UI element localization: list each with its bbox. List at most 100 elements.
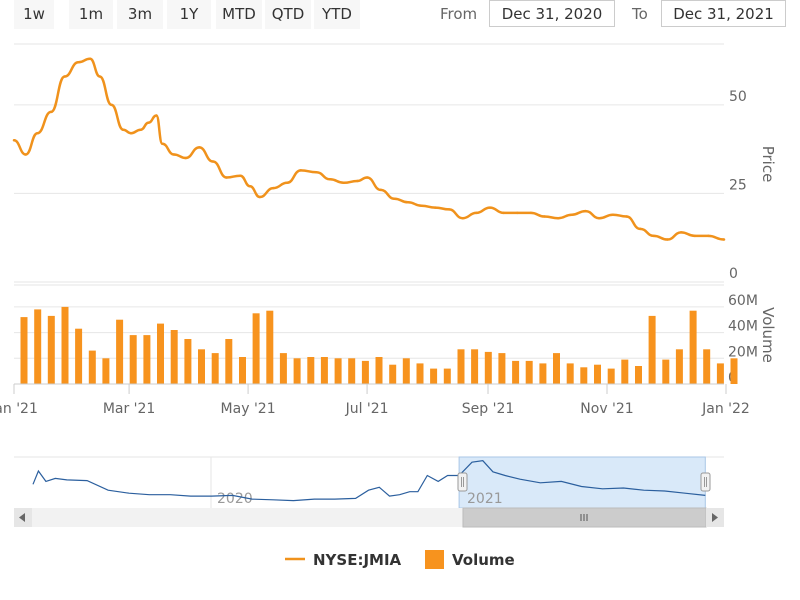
navigator[interactable]: 2020 2021: [14, 456, 724, 509]
volume-bar: [129, 335, 137, 384]
price-y-tick-label: 50: [729, 89, 747, 105]
navigator-right-handle[interactable]: [700, 472, 711, 492]
price-data-point: [420, 204, 423, 208]
volume-bar: [580, 367, 588, 384]
legend-item-volume[interactable]: Volume: [425, 550, 515, 569]
legend-item-price[interactable]: NYSE:JMIA: [285, 551, 402, 569]
price-data-point: [379, 188, 382, 192]
price-data-point: [315, 170, 318, 174]
price-data-point: [488, 206, 492, 209]
price-data-point: [299, 169, 303, 172]
navigator-right-handle-body[interactable]: [700, 472, 711, 492]
price-data-point: [570, 213, 574, 216]
price-data-point: [666, 238, 669, 241]
range-button-ytd[interactable]: YTD: [314, 0, 360, 29]
price-data-point: [129, 131, 133, 135]
price-data-point: [184, 156, 187, 160]
price-data-point: [63, 75, 66, 78]
volume-bar: [525, 360, 533, 384]
price-data-point: [172, 153, 176, 156]
from-label: From: [440, 5, 478, 23]
price-axis-title: Price: [759, 146, 777, 183]
x-tick-label: Jan '22: [701, 401, 750, 417]
volume-bar: [320, 357, 328, 384]
range-button-1m[interactable]: 1m: [69, 0, 113, 29]
volume-bar: [348, 358, 356, 384]
price-data-point: [516, 211, 519, 215]
volume-bar: [389, 364, 397, 384]
price-data-point: [356, 179, 359, 183]
price-data-point: [225, 176, 228, 179]
volume-bar: [471, 349, 479, 384]
range-button-3m[interactable]: 3m: [117, 0, 163, 29]
price-gridlines: [14, 43, 724, 283]
price-data-point: [49, 110, 53, 114]
price-data-point: [406, 201, 410, 204]
x-tick-label: Mar '21: [103, 401, 156, 417]
volume-y-tick-label: 60M: [728, 293, 758, 309]
navigator-label-2021: 2021: [467, 491, 503, 507]
volume-bar: [20, 317, 28, 384]
price-data-point: [98, 75, 102, 78]
volume-bar: [675, 349, 683, 384]
x-tick-label: Jan '21: [0, 401, 38, 417]
volume-bar: [607, 368, 615, 384]
volume-bar: [635, 366, 642, 384]
volume-bar: [198, 349, 205, 384]
volume-bar: [566, 363, 574, 384]
volume-bar: [443, 368, 451, 384]
price-data-point: [556, 216, 560, 220]
price-data-point: [393, 197, 396, 200]
from-date-input[interactable]: Dec 31, 2020: [489, 0, 615, 27]
price-data-point: [36, 131, 39, 135]
price-data-point: [679, 231, 683, 234]
scrollbar[interactable]: [14, 507, 724, 528]
volume-bar: [266, 310, 274, 384]
price-data-point: [211, 160, 215, 163]
price-y-tick-label: 25: [729, 177, 747, 193]
volume-bar: [34, 309, 42, 384]
price-data-point: [652, 234, 656, 238]
price-data-point: [139, 128, 143, 131]
price-data-point: [12, 139, 16, 142]
volume-bar: [88, 350, 96, 384]
volume-bar: [225, 339, 233, 384]
volume-bar: [553, 353, 560, 384]
volume-bar: [512, 360, 520, 384]
price-y-axis-ticks: 0 25 50: [729, 89, 747, 282]
range-button-qtd[interactable]: QTD: [265, 0, 311, 29]
volume-bar: [648, 315, 656, 384]
price-data-point: [693, 234, 697, 238]
volume-bar: [239, 357, 246, 384]
range-button-1y[interactable]: 1Y: [167, 0, 211, 29]
price-data-point: [272, 186, 275, 190]
volume-bar: [498, 353, 506, 384]
to-label: To: [632, 5, 648, 23]
price-data-point: [584, 209, 587, 213]
price-data-point: [475, 211, 478, 215]
price-data-point: [611, 213, 615, 216]
volume-bar: [116, 319, 124, 384]
price-data-point: [502, 211, 505, 215]
navigator-left-handle-body[interactable]: [457, 472, 468, 492]
volume-bar: [703, 349, 711, 384]
volume-bar: [157, 323, 164, 384]
range-button-mtd[interactable]: MTD: [216, 0, 262, 29]
range-toolbar: 1w 1m 3m 1Y MTD QTD YTD From Dec 31, 202…: [0, 0, 800, 34]
range-button-1w[interactable]: 1w: [14, 0, 54, 29]
volume-bar: [689, 310, 697, 384]
price-data-point: [328, 178, 332, 181]
volume-bar: [279, 353, 287, 384]
volume-gridlines: [14, 284, 724, 359]
volume-bar: [730, 358, 738, 384]
price-data-point: [597, 216, 601, 220]
x-tick-label: Nov '21: [580, 401, 633, 417]
volume-bar: [75, 328, 83, 384]
price-data-point: [88, 57, 92, 61]
navigator-left-handle[interactable]: [457, 472, 468, 492]
price-data-point: [155, 114, 158, 117]
to-date-input[interactable]: Dec 31, 2021: [661, 0, 786, 27]
price-data-point: [625, 215, 628, 218]
price-data-point: [447, 208, 451, 211]
